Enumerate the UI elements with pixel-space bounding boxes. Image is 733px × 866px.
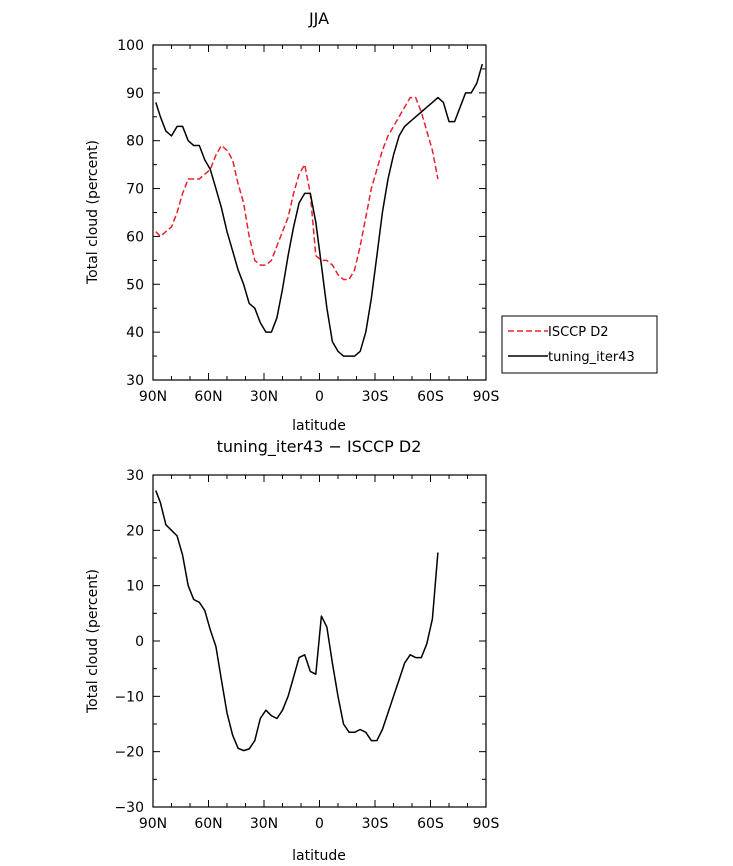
legend-label-isccp-d2: ISCCP D2 xyxy=(548,325,609,340)
top-chart-y-tick-label: 70 xyxy=(126,182,144,198)
top-chart-series-line-tuning-iter43 xyxy=(155,63,484,357)
top-chart-y-tick-label: 30 xyxy=(126,373,144,389)
top-chart-x-tick-label: 60S xyxy=(417,389,444,405)
bottom-chart-x-tick-label: 30N xyxy=(250,816,278,832)
bottom-chart-y-tick-label: 10 xyxy=(126,579,144,595)
bottom-chart-x-tick-label: 90N xyxy=(139,816,167,832)
bottom-chart-x-tick-label: 60N xyxy=(194,816,222,832)
top-chart-x-tick-label: 90S xyxy=(473,389,500,405)
bottom-chart-y-tick-label: −20 xyxy=(114,745,144,761)
top-chart-x-axis-label: latitude xyxy=(292,418,346,434)
bottom-chart-y-tick-label: 30 xyxy=(126,468,144,484)
bottom-chart-x-tick-label: 60S xyxy=(417,816,444,832)
top-chart-y-tick-label: 100 xyxy=(117,38,144,54)
top-chart-y-axis-label: Total cloud (percent) xyxy=(85,140,101,285)
top-chart-x-tick-label: 60N xyxy=(194,389,222,405)
bottom-chart-y-tick-label: −10 xyxy=(114,689,144,705)
bottom-chart-x-axis-label: latitude xyxy=(292,848,346,864)
top-chart-series-line-isccp-d2 xyxy=(155,96,439,281)
top-chart-x-tick-label: 30S xyxy=(362,389,389,405)
top-chart-x-tick-label: 30N xyxy=(250,389,278,405)
top-chart-y-tick-label: 80 xyxy=(126,134,144,150)
bottom-chart-x-tick-label: 90S xyxy=(473,816,500,832)
top-chart-x-tick-label: 90N xyxy=(139,389,167,405)
bottom-chart-y-tick-label: −30 xyxy=(114,800,144,816)
bottom-chart-y-axis-label: Total cloud (percent) xyxy=(85,569,101,714)
bottom-chart-x-tick-label: 0 xyxy=(315,816,324,832)
legend-box xyxy=(501,315,658,374)
legend-label-tuning-iter43: tuning_iter43 xyxy=(548,350,635,365)
bottom-chart-x-tick-label: 30S xyxy=(362,816,389,832)
top-chart-y-tick-label: 90 xyxy=(126,86,144,102)
top-chart-y-tick-label: 50 xyxy=(126,277,144,293)
bottom-chart-y-tick-label: 0 xyxy=(135,634,144,650)
bottom-chart-y-tick-label: 20 xyxy=(126,523,144,539)
top-chart-y-tick-label: 60 xyxy=(126,229,144,245)
top-chart-x-tick-label: 0 xyxy=(315,389,324,405)
top-chart-legend: ISCCP D2 tuning_iter43 xyxy=(501,315,658,374)
top-chart-y-tick-label: 40 xyxy=(126,325,144,341)
top-chart-title: JJA xyxy=(308,9,329,28)
bottom-chart-title: tuning_iter43 − ISCCP D2 xyxy=(217,437,422,457)
top-chart-plot-frame xyxy=(152,44,487,381)
bottom-chart-series-line-difference xyxy=(155,490,439,752)
